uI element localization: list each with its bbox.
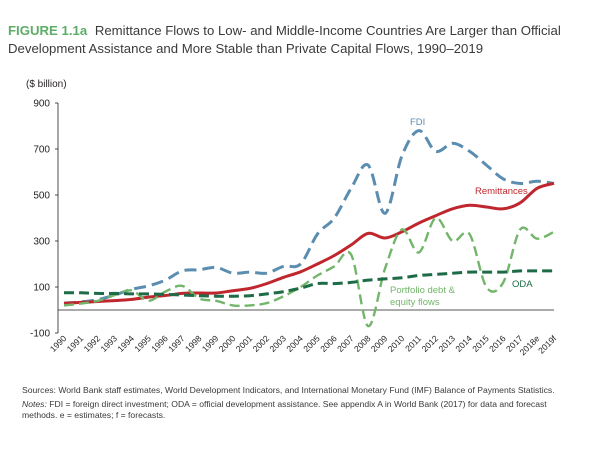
y-tick-label: -100 <box>30 329 50 340</box>
x-tick-label: 2000 <box>217 333 238 354</box>
sources-text: World Bank staff estimates, World Develo… <box>58 385 555 395</box>
x-tick-label: 2012 <box>420 333 441 354</box>
x-tick-label: 2002 <box>251 333 272 354</box>
x-tick-label: 2009 <box>369 333 390 354</box>
x-tick-label: 2011 <box>403 333 423 353</box>
notes-label: Notes: <box>22 398 47 409</box>
sources-note: Sources: World Bank staff estimates, Wor… <box>22 385 582 397</box>
figure-title: FIGURE 1.1a Remittance Flows to Low- and… <box>8 22 593 58</box>
series-line-oda <box>63 269 554 298</box>
x-tick-label: 1994 <box>115 333 136 354</box>
axes: -100100300500700900199019911992199319941… <box>30 99 559 358</box>
series-lines <box>63 129 555 328</box>
series-label-portfolio-line-2: equity flows <box>390 297 440 308</box>
series-label-remittances: Remittances <box>475 186 528 197</box>
x-tick-label: 2003 <box>267 333 288 354</box>
x-tick-label: 2004 <box>284 333 305 354</box>
x-tick-label: 1998 <box>183 333 204 354</box>
notes-note: Notes: FDI = foreign direct investment; … <box>22 399 582 422</box>
x-tick-label: 1990 <box>48 333 69 354</box>
x-tick-label: 2008 <box>352 333 373 354</box>
x-tick-label: 1996 <box>149 333 170 354</box>
x-tick-label: 2015 <box>470 333 491 354</box>
series-line-remittances <box>63 181 555 305</box>
notes: Sources: World Bank staff estimates, Wor… <box>22 385 582 424</box>
x-tick-label: 1999 <box>200 333 221 354</box>
y-tick-label: 100 <box>33 283 50 294</box>
x-tick-label: 2013 <box>436 333 457 354</box>
x-tick-label: 2005 <box>301 333 322 354</box>
x-tick-label: 1995 <box>132 333 153 354</box>
x-tick-label: 2010 <box>386 333 407 354</box>
x-tick-label: 1992 <box>82 333 103 354</box>
x-tick-label: 1991 <box>65 333 86 354</box>
series-label-oda: ODA <box>512 279 533 290</box>
y-tick-label: 700 <box>33 145 50 156</box>
line-chart: ($ billion) -100100300500700900199019911… <box>26 79 559 358</box>
x-tick-label: 2007 <box>335 333 356 354</box>
series-label-portfolio-line-1: Portfolio debt & <box>390 285 456 296</box>
y-tick-label: 300 <box>33 237 50 248</box>
notes-text: FDI = foreign direct investment; ODA = o… <box>22 398 547 421</box>
y-axis-label: ($ billion) <box>26 79 67 90</box>
x-tick-label: 2006 <box>318 333 339 354</box>
x-tick-label: 2014 <box>453 333 474 354</box>
x-tick-label: 2019f <box>536 333 559 356</box>
x-tick-label: 1993 <box>99 333 120 354</box>
figure-label: FIGURE 1.1a <box>8 23 88 38</box>
y-tick-label: 500 <box>33 191 50 202</box>
series-line-fdi <box>63 129 555 305</box>
series-labels: FDI Remittances Portfolio debt &equity flo… <box>390 117 533 308</box>
x-tick-label: 2016 <box>487 333 508 354</box>
series-line-portfolio-debt-equity-flows <box>63 216 555 328</box>
y-tick-label: 900 <box>33 99 50 110</box>
figure-title-text: Remittance Flows to Low- and Middle-Inco… <box>8 23 561 56</box>
x-tick-label: 2001 <box>234 333 255 354</box>
series-label-fdi: FDI <box>410 117 425 128</box>
x-tick-label: 1997 <box>166 333 187 354</box>
sources-label: Sources: <box>22 385 56 395</box>
